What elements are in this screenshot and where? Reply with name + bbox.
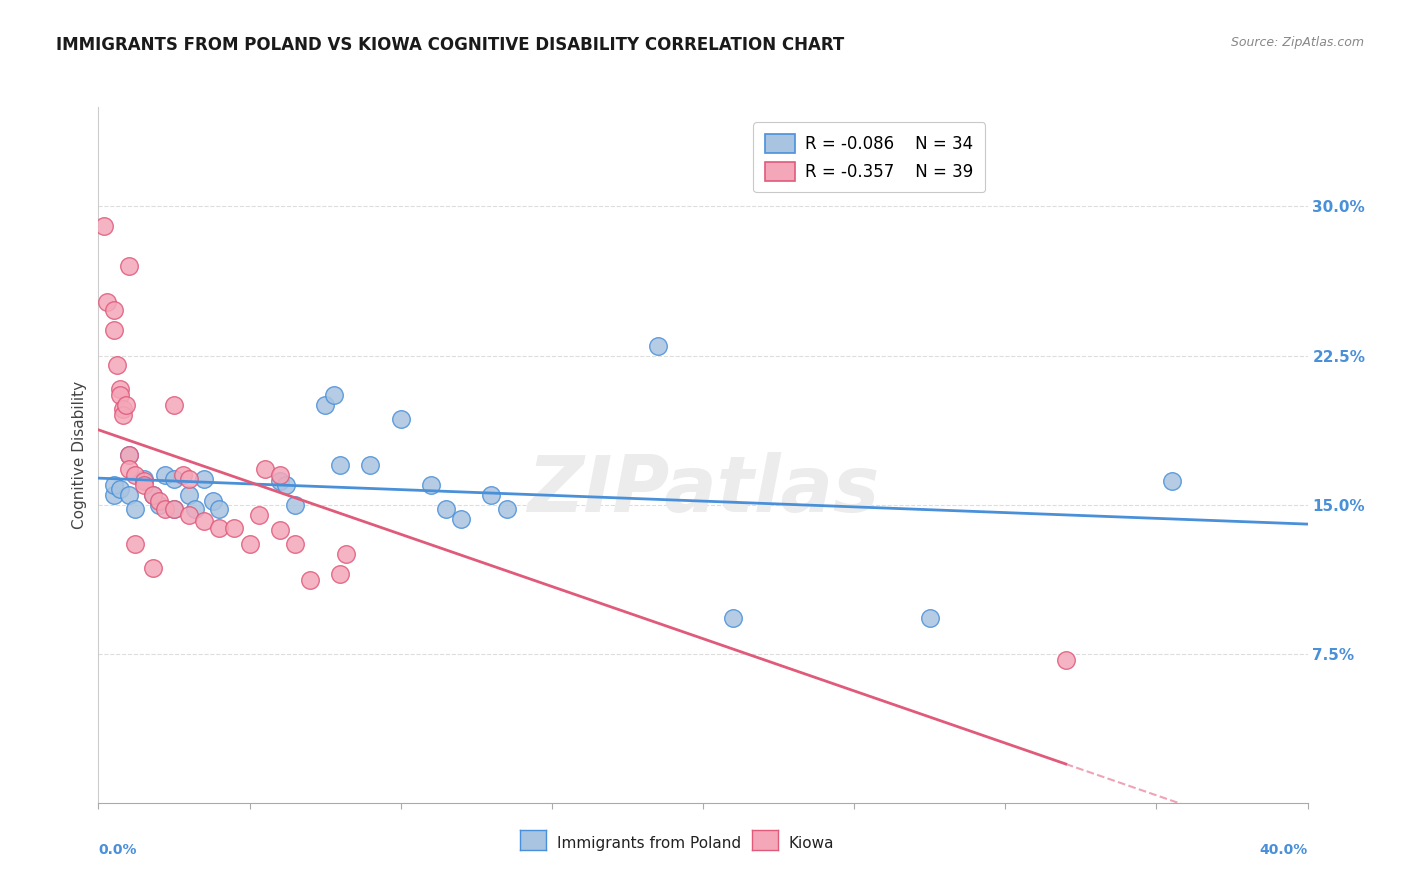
Text: IMMIGRANTS FROM POLAND VS KIOWA COGNITIVE DISABILITY CORRELATION CHART: IMMIGRANTS FROM POLAND VS KIOWA COGNITIV… (56, 36, 845, 54)
Point (153, 501, 176, 516)
Point (389, 412, 412, 426)
Point (193, 472, 215, 486)
Text: 40.0%: 40.0% (1260, 843, 1308, 857)
Point (132, 474, 155, 488)
Point (239, 537, 262, 551)
Point (269, 524, 291, 538)
Point (918, 611, 941, 625)
Text: 0.0%: 0.0% (98, 843, 136, 857)
Point (108, 382, 131, 396)
Legend: R = -0.086    N = 34, R = -0.357    N = 39: R = -0.086 N = 34, R = -0.357 N = 39 (754, 122, 984, 193)
Point (647, 338, 669, 352)
Point (329, 458, 352, 472)
Point (208, 501, 231, 516)
Point (103, 477, 125, 491)
Point (118, 462, 141, 476)
Point (148, 498, 170, 512)
Point (420, 477, 443, 491)
Point (208, 521, 231, 535)
Point (1054, 653, 1077, 667)
Point (142, 561, 165, 575)
Point (202, 493, 225, 508)
Point (481, 488, 503, 502)
Point (284, 537, 307, 551)
Point (124, 467, 146, 482)
Point (269, 467, 291, 482)
Point (193, 514, 215, 528)
Point (450, 511, 472, 525)
Point (118, 259, 141, 273)
Point (153, 467, 176, 482)
Point (108, 482, 131, 496)
Point (335, 547, 357, 561)
Point (105, 359, 128, 373)
Point (118, 488, 141, 502)
Point (103, 323, 125, 337)
Point (132, 472, 155, 486)
Point (179, 508, 201, 522)
Point (495, 501, 517, 516)
Point (118, 448, 141, 462)
Point (247, 508, 270, 522)
Y-axis label: Cognitive Disability: Cognitive Disability (72, 381, 87, 529)
Point (253, 462, 276, 476)
Point (274, 477, 297, 491)
Point (284, 498, 307, 512)
Point (163, 398, 186, 412)
Point (93, 219, 115, 234)
Point (124, 501, 146, 516)
Point (172, 467, 194, 482)
Point (163, 501, 186, 516)
Point (132, 477, 155, 491)
Text: ZIPatlas: ZIPatlas (527, 451, 879, 528)
Point (179, 472, 201, 486)
Point (118, 448, 141, 462)
Point (434, 501, 457, 516)
Point (184, 501, 207, 516)
Point (124, 537, 146, 551)
Point (269, 474, 291, 488)
Point (114, 398, 136, 412)
Point (103, 302, 125, 317)
Point (96, 294, 118, 309)
Point (314, 398, 336, 412)
Point (108, 388, 131, 402)
Point (142, 488, 165, 502)
Point (163, 501, 186, 516)
Text: Source: ZipAtlas.com: Source: ZipAtlas.com (1230, 36, 1364, 49)
Point (723, 611, 745, 625)
Point (224, 521, 246, 535)
Point (1160, 474, 1182, 488)
Point (103, 488, 125, 502)
Point (323, 388, 346, 402)
Point (299, 573, 322, 587)
Point (329, 567, 352, 582)
Text: Kiowa: Kiowa (789, 837, 834, 851)
Point (148, 493, 170, 508)
Point (111, 402, 134, 417)
Point (163, 472, 186, 486)
Point (111, 408, 134, 422)
Point (142, 488, 165, 502)
Text: Immigrants from Poland: Immigrants from Poland (557, 837, 741, 851)
Point (360, 458, 382, 472)
Point (179, 488, 201, 502)
